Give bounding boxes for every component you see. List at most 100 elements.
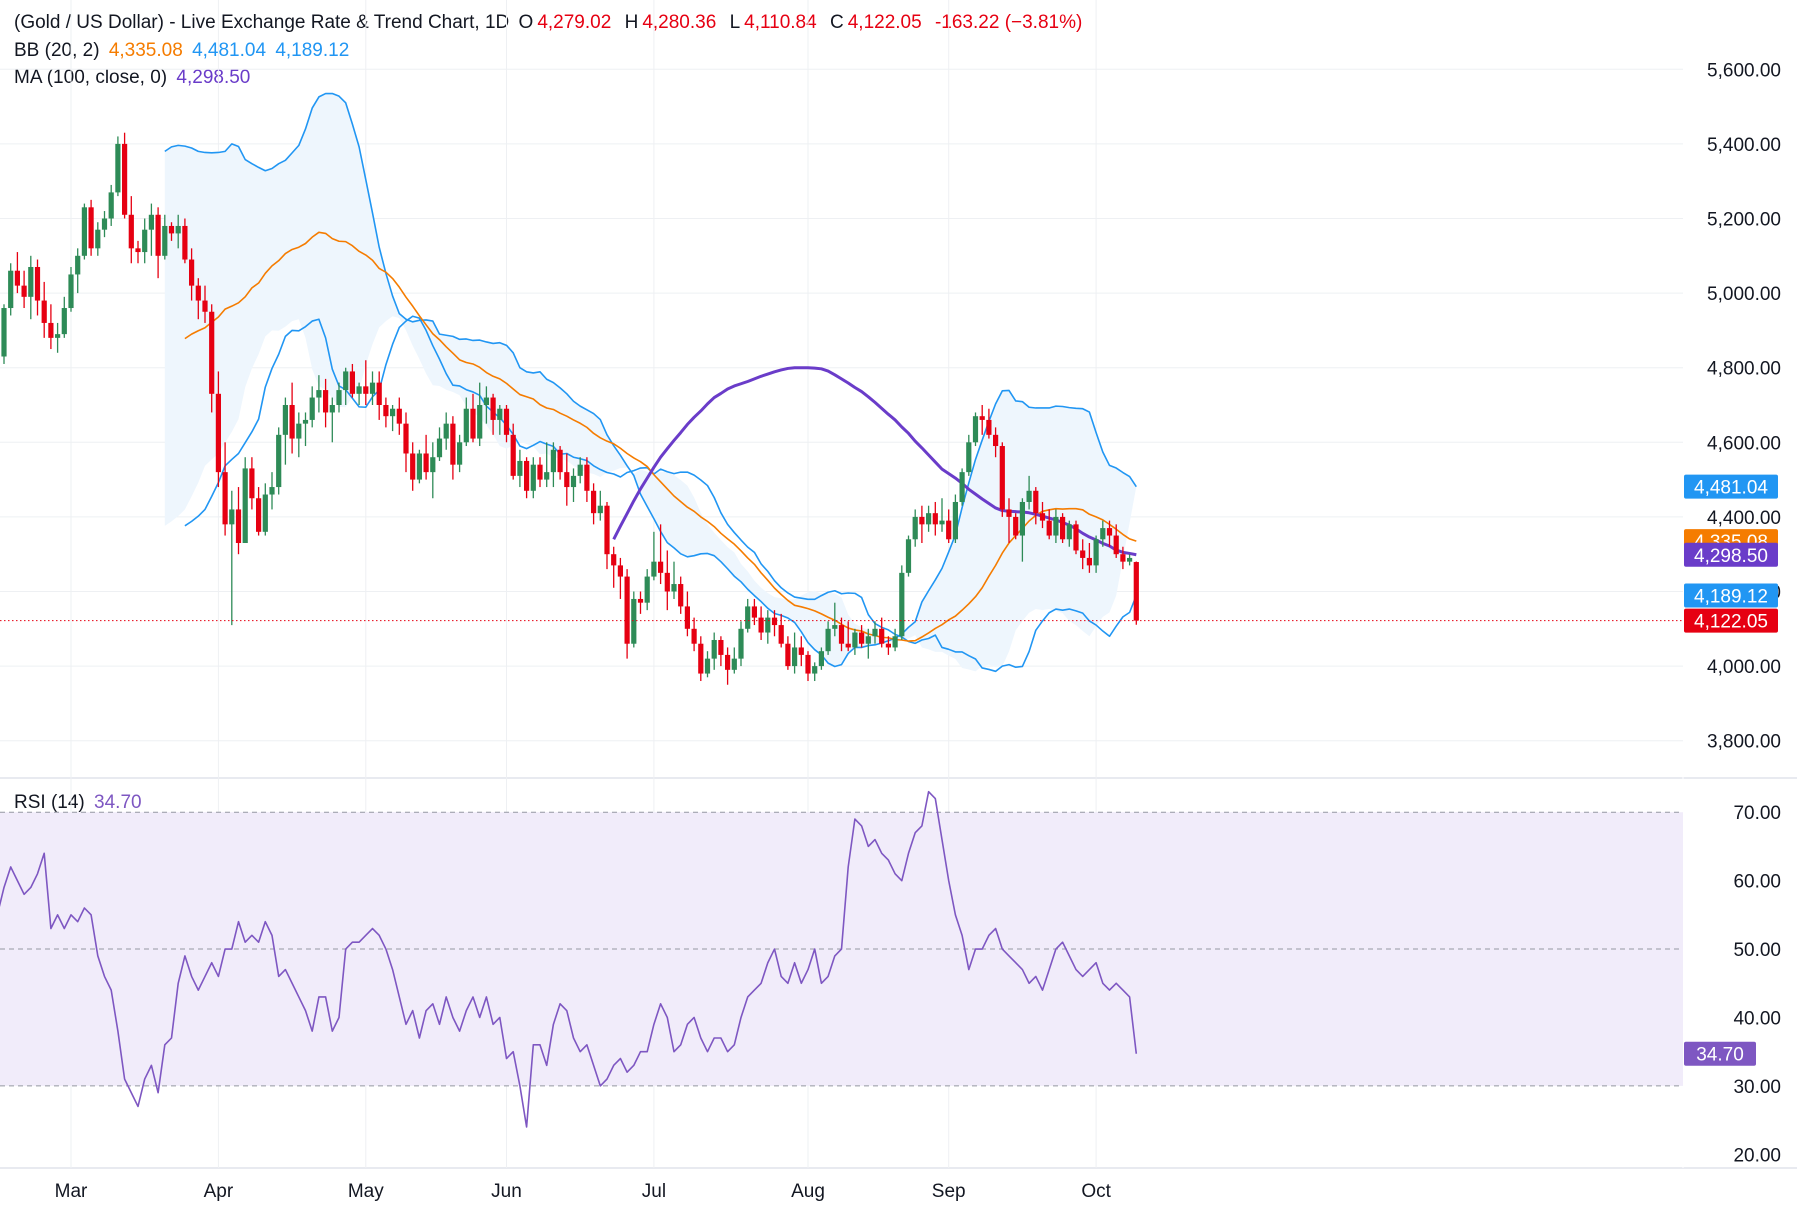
candle-body bbox=[436, 438, 443, 458]
candle-body bbox=[825, 628, 831, 652]
last-price-badge-text: 4,122.05 bbox=[1694, 612, 1768, 633]
candle-body bbox=[336, 390, 342, 405]
candle-body bbox=[128, 214, 134, 249]
candle-body bbox=[423, 453, 429, 473]
candle-body bbox=[671, 584, 677, 592]
bb-lower-badge bbox=[1684, 583, 1778, 608]
candle-body bbox=[704, 658, 711, 674]
candle-body bbox=[115, 143, 121, 193]
candle-body bbox=[946, 520, 952, 540]
candle-body bbox=[510, 434, 516, 476]
candle-body bbox=[845, 643, 851, 648]
bb-middle-line bbox=[184, 231, 1137, 642]
candle-body bbox=[664, 572, 670, 592]
price-tick-label: 5,400.00 bbox=[1707, 135, 1781, 156]
candle-body bbox=[282, 405, 288, 435]
close-value: 4,122.05 bbox=[847, 12, 922, 33]
bb-fill bbox=[164, 93, 1137, 672]
rsi-value-badge-text: 34.70 bbox=[1696, 1045, 1744, 1066]
candle-body bbox=[242, 468, 248, 544]
candle-body bbox=[302, 419, 309, 424]
candle-body bbox=[865, 636, 871, 644]
low-value: 4,110.84 bbox=[744, 12, 817, 33]
candle-body bbox=[410, 453, 416, 480]
candle-body bbox=[624, 576, 630, 644]
candle-body bbox=[852, 632, 858, 648]
candle-body bbox=[771, 617, 778, 626]
candle-body bbox=[1120, 554, 1126, 562]
candle-body bbox=[745, 606, 751, 629]
candle-body bbox=[477, 405, 483, 439]
candle-body bbox=[564, 472, 570, 488]
candle-body bbox=[718, 639, 724, 655]
candle-body bbox=[879, 628, 885, 644]
price-tick-label: 4,000.00 bbox=[1707, 657, 1781, 678]
candle-body bbox=[1006, 509, 1012, 517]
candle-body bbox=[122, 143, 128, 215]
candle-body bbox=[832, 625, 838, 629]
candle-body bbox=[812, 666, 818, 674]
candle-body bbox=[557, 449, 563, 473]
candle-body bbox=[932, 513, 938, 525]
time-tick-label: Mar bbox=[55, 1181, 88, 1202]
candle-body bbox=[48, 322, 54, 338]
time-tick-label: Jun bbox=[491, 1181, 522, 1202]
candle-body bbox=[684, 606, 690, 629]
legend-main: (Gold / US Dollar) - Live Exchange Rate … bbox=[14, 12, 1086, 34]
time-tick-label: Sep bbox=[932, 1181, 966, 1202]
bb-lower-value: 4,189.12 bbox=[275, 40, 350, 61]
candle-body bbox=[189, 259, 195, 286]
candle-body bbox=[993, 434, 999, 447]
candle-body bbox=[597, 505, 603, 514]
candle-body bbox=[570, 475, 577, 488]
candle-body bbox=[101, 218, 108, 230]
candle-body bbox=[912, 516, 918, 540]
ma-label: MA (100, close, 0) bbox=[14, 67, 168, 88]
rsi-tick-label: 40.00 bbox=[1733, 1008, 1781, 1029]
candle-body bbox=[939, 520, 945, 525]
rsi-tick-label: 20.00 bbox=[1733, 1145, 1781, 1166]
candle-body bbox=[1033, 490, 1039, 514]
candle-body bbox=[698, 643, 704, 674]
rsi-label: RSI (14) bbox=[14, 792, 85, 813]
candle-body bbox=[1106, 528, 1113, 536]
time-tick-label: Apr bbox=[204, 1181, 234, 1202]
candle-body bbox=[61, 308, 67, 335]
candle-body bbox=[926, 513, 932, 525]
candle-body bbox=[8, 270, 14, 309]
candle-body bbox=[1019, 501, 1025, 536]
legend-bb: BB (20, 2) 4,335.08 4,481.04 4,189.12 bbox=[14, 40, 353, 62]
price-tick-label: 5,600.00 bbox=[1707, 60, 1781, 81]
candle-body bbox=[396, 408, 402, 424]
candle-body bbox=[28, 266, 34, 297]
rsi-value: 34.70 bbox=[94, 792, 142, 813]
candle-body bbox=[14, 270, 20, 286]
candle-body bbox=[363, 386, 369, 394]
price-tick-label: 4,800.00 bbox=[1707, 359, 1781, 380]
time-tick-label: Jul bbox=[642, 1181, 666, 1202]
candle-body bbox=[1100, 528, 1106, 540]
candle-body bbox=[369, 382, 376, 394]
candle-body bbox=[142, 229, 148, 253]
candle-body bbox=[416, 453, 422, 480]
candle-body bbox=[758, 617, 764, 633]
candle-body bbox=[75, 255, 81, 275]
candle-body bbox=[1086, 557, 1092, 566]
candle-body bbox=[249, 468, 255, 499]
candle-body bbox=[658, 561, 664, 573]
bb-upper-badge bbox=[1684, 474, 1778, 499]
candle-body bbox=[490, 397, 496, 420]
candle-body bbox=[168, 225, 175, 234]
candle-body bbox=[1039, 513, 1046, 521]
candle-body bbox=[1093, 539, 1099, 566]
candle-body bbox=[202, 300, 208, 312]
candle-body bbox=[637, 598, 644, 603]
open-label: O bbox=[518, 12, 534, 33]
candle-body bbox=[209, 311, 215, 394]
candle-body bbox=[316, 390, 322, 398]
candle-body bbox=[1046, 520, 1052, 536]
candle-body bbox=[885, 643, 891, 648]
high-label: H bbox=[624, 12, 639, 33]
candle-body bbox=[1127, 557, 1133, 562]
